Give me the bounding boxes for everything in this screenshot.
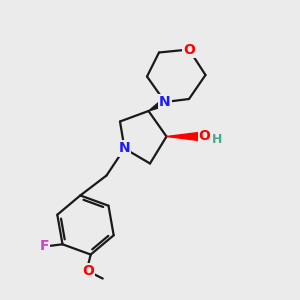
Text: O: O bbox=[183, 43, 195, 56]
Text: O: O bbox=[199, 129, 211, 142]
Text: F: F bbox=[40, 239, 49, 253]
Text: N: N bbox=[119, 142, 130, 155]
Text: H: H bbox=[212, 133, 222, 146]
Text: N: N bbox=[159, 95, 171, 109]
Polygon shape bbox=[167, 133, 198, 140]
Text: O: O bbox=[82, 264, 94, 278]
Polygon shape bbox=[148, 99, 167, 111]
